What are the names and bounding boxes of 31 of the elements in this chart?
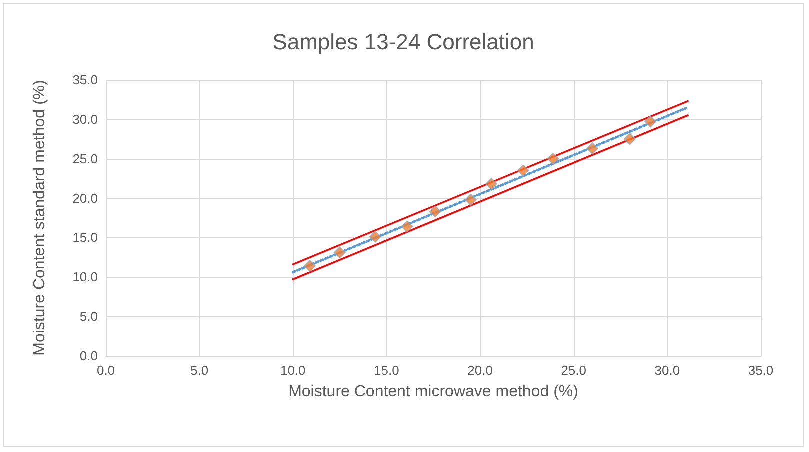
y-tick-label: 5.0 (80, 309, 98, 324)
x-tick-label: 5.0 (190, 363, 209, 378)
y-tick-label: 20.0 (72, 190, 98, 206)
point (486, 178, 498, 190)
point (644, 116, 657, 128)
y-tick-label: 10.0 (72, 270, 98, 285)
x-tick-label: 20.0 (468, 363, 493, 378)
point (369, 230, 382, 243)
y-tick-label: 35.0 (72, 72, 98, 88)
x-tick-label: 35.0 (748, 363, 774, 378)
point (517, 164, 530, 177)
y-tick-label: 0.0 (80, 348, 98, 364)
x-tick-label: 0.0 (96, 363, 116, 378)
y-tick-label: 30.0 (72, 112, 98, 127)
x-axis-title: Moisture Content microwave method (%) (288, 384, 578, 400)
x-tick-label: 10.0 (280, 363, 306, 378)
x-tick-label: 25.0 (561, 363, 587, 378)
y-tick-label: 25.0 (72, 151, 98, 166)
point (586, 142, 599, 155)
chart-title: Samples 13-24 Correlation (272, 30, 534, 54)
point (464, 194, 477, 206)
x-tick-label: 15.0 (374, 363, 400, 378)
y-axis-title: Moisture Content standard method (%) (32, 80, 48, 356)
point (334, 246, 346, 259)
point (624, 133, 636, 146)
y-tick-label: 15.0 (72, 230, 98, 246)
x-tick-label: 30.0 (654, 363, 680, 378)
point (304, 260, 316, 272)
point (547, 152, 560, 165)
point (401, 220, 414, 233)
point (429, 206, 442, 218)
